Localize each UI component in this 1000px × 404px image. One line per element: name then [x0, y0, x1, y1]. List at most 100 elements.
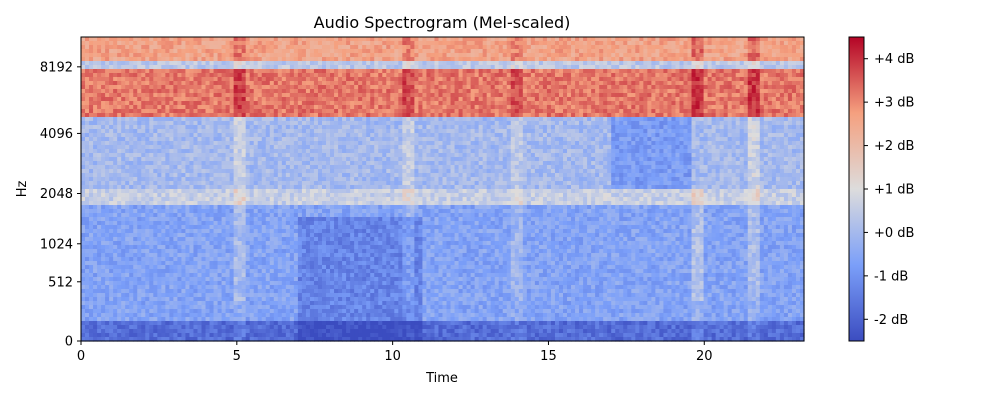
heatmap-cell [514, 89, 520, 94]
heatmap-cell [414, 85, 419, 90]
heatmap-cell [398, 45, 403, 50]
heatmap-cell [201, 101, 207, 106]
heatmap-cell [530, 137, 536, 142]
heatmap-cell [434, 69, 440, 74]
heatmap-cell [486, 57, 492, 62]
heatmap-cell [579, 117, 584, 122]
heatmap-cell [237, 77, 243, 82]
heatmap-cell [647, 77, 652, 82]
heatmap-cell [550, 57, 556, 62]
heatmap-cell [89, 145, 94, 150]
heatmap-cell [229, 117, 235, 122]
heatmap-cell [795, 93, 801, 98]
heatmap-cell [153, 57, 158, 62]
heatmap-cell [410, 141, 415, 146]
heatmap-cell [338, 93, 343, 98]
heatmap-cell [687, 49, 693, 54]
heatmap-cell [169, 125, 174, 130]
heatmap-cell [707, 109, 713, 114]
heatmap-cell [623, 141, 628, 146]
heatmap-cell [635, 49, 640, 54]
heatmap-cell [414, 49, 419, 54]
heatmap-cell [185, 57, 191, 62]
heatmap-cell [117, 57, 122, 62]
heatmap-cell [799, 37, 805, 42]
heatmap-cell [795, 65, 801, 70]
heatmap-cell [687, 105, 693, 110]
heatmap-cell [201, 77, 207, 82]
heatmap-cell [133, 85, 138, 90]
heatmap-cell [109, 69, 114, 74]
heatmap-cell [558, 89, 564, 94]
heatmap-cell [394, 93, 399, 98]
heatmap-cell [237, 121, 243, 126]
heatmap-cell [257, 69, 263, 74]
heatmap-cell [458, 77, 464, 82]
heatmap-cell [723, 121, 729, 126]
heatmap-cell [305, 113, 311, 118]
heatmap-cell [410, 53, 415, 58]
heatmap-cell [482, 77, 488, 82]
heatmap-cell [297, 53, 303, 58]
heatmap-cell [390, 97, 395, 102]
heatmap-cell [546, 109, 552, 114]
heatmap-cell [161, 97, 166, 102]
heatmap-cell [486, 69, 492, 74]
heatmap-cell [165, 121, 170, 126]
heatmap-cell [301, 77, 307, 82]
heatmap-cell [671, 61, 677, 66]
heatmap-cell [434, 97, 440, 102]
heatmap-cell [619, 81, 624, 86]
heatmap-cell [454, 105, 460, 110]
heatmap-cell [229, 85, 235, 90]
heatmap-cell [454, 57, 460, 62]
heatmap-cell [454, 93, 460, 98]
heatmap-cell [526, 81, 532, 86]
heatmap-cell [446, 37, 452, 42]
heatmap-cell [595, 137, 600, 142]
heatmap-cell [458, 73, 464, 78]
heatmap-cell [233, 145, 239, 150]
heatmap-cell [595, 57, 600, 62]
heatmap-cell [305, 129, 311, 134]
heatmap-cell [799, 77, 805, 82]
heatmap-cell [273, 45, 279, 50]
heatmap-cell [305, 109, 311, 114]
heatmap-cell [691, 45, 697, 50]
heatmap-cell [490, 129, 496, 134]
heatmap-cell [591, 133, 596, 138]
heatmap-cell [755, 121, 761, 126]
heatmap-cell [305, 125, 311, 130]
heatmap-cell [743, 73, 749, 78]
heatmap-cell [442, 109, 448, 114]
heatmap-cell [189, 89, 195, 94]
heatmap-cell [390, 129, 395, 134]
heatmap-cell [149, 77, 154, 82]
heatmap-cell [546, 121, 552, 126]
heatmap-cell [587, 41, 592, 46]
heatmap-cell [366, 133, 371, 138]
heatmap-cell [165, 69, 170, 74]
heatmap-cell [105, 121, 110, 126]
heatmap-cell [281, 37, 287, 42]
heatmap-cell [350, 121, 355, 126]
heatmap-cell [631, 49, 636, 54]
heatmap-cell [635, 109, 640, 114]
heatmap-cell [101, 137, 106, 142]
heatmap-cell [579, 129, 584, 134]
heatmap-cell [486, 93, 492, 98]
heatmap-cell [763, 53, 769, 58]
heatmap-cell [683, 77, 689, 82]
heatmap-cell [558, 93, 564, 98]
heatmap-cell [153, 117, 158, 122]
heatmap-cell [197, 81, 203, 86]
heatmap-cell [482, 133, 488, 138]
heatmap-cell [109, 85, 114, 90]
heatmap-cell [101, 61, 106, 66]
heatmap-cell [237, 105, 243, 110]
heatmap-cell [587, 73, 592, 78]
heatmap-cell [402, 141, 407, 146]
heatmap-cell [699, 49, 705, 54]
heatmap-cell [791, 93, 797, 98]
heatmap-cell [309, 73, 315, 78]
